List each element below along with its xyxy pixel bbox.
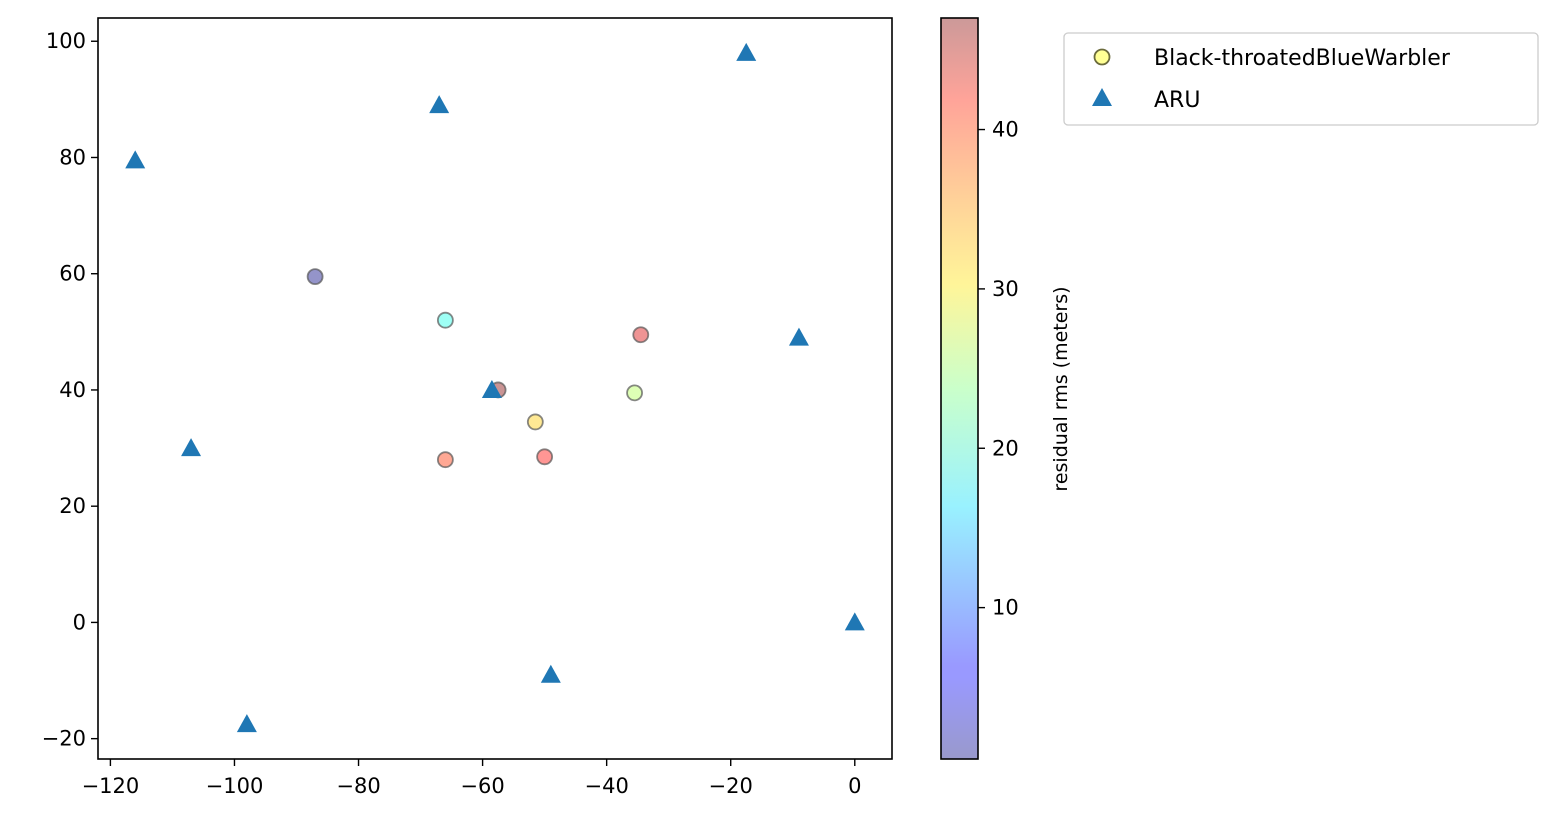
data-points	[125, 42, 865, 733]
y-tick-label: 80	[59, 145, 86, 169]
x-tick-label: −100	[206, 774, 264, 798]
colorbar-ticks: 10 20 30 40	[978, 118, 1019, 620]
colorbar-label: residual rms (meters)	[1050, 286, 1072, 491]
x-axis: −120 −100 −80 −60 −40 −20 0	[82, 759, 861, 798]
colorbar-tick-label: 20	[992, 436, 1019, 460]
aru-point	[181, 438, 202, 457]
colorbar-tick-label: 30	[992, 277, 1019, 301]
aru-point	[125, 150, 146, 169]
x-tick-label: −60	[460, 774, 504, 798]
legend-marker-aru	[1092, 88, 1112, 106]
x-tick-label: −120	[82, 774, 140, 798]
aru-point	[736, 42, 757, 61]
aru-point	[429, 95, 450, 114]
aru-point	[481, 379, 502, 398]
colorbar-tick-label: 10	[992, 596, 1019, 620]
x-tick-label: 0	[848, 774, 861, 798]
aru-point	[788, 327, 809, 346]
aru-point	[844, 612, 865, 631]
aru-point	[540, 664, 561, 683]
legend: Black-throatedBlueWarbler ARU	[1063, 32, 1539, 126]
x-tick-label: −40	[584, 774, 628, 798]
colorbar-gradient	[941, 18, 978, 759]
x-tick-label: −80	[336, 774, 380, 798]
plot-frame	[97, 17, 893, 760]
colorbar-frame	[940, 17, 979, 760]
legend-label-aru: ARU	[1154, 88, 1200, 113]
x-tick-label: −20	[709, 774, 753, 798]
y-tick-label: −20	[42, 727, 86, 751]
aru-point	[236, 714, 257, 733]
y-tick-label: 40	[59, 378, 86, 402]
legend-box	[1063, 32, 1539, 126]
warbler-point	[306, 268, 324, 286]
warbler-point	[536, 448, 554, 466]
colorbar: 10 20 30 40 residual rms (meters)	[940, 17, 1072, 760]
colorbar-tick-label: 40	[992, 118, 1019, 142]
y-tick-label: 60	[59, 262, 86, 286]
legend-marker-warbler	[1093, 48, 1111, 66]
y-tick-label: 20	[59, 494, 86, 518]
y-axis: −20 0 20 40 60 80 100	[42, 29, 98, 751]
warbler-point	[632, 326, 650, 344]
warbler-point	[436, 311, 454, 329]
y-tick-label: 0	[73, 610, 86, 634]
y-tick-label: 100	[46, 29, 86, 53]
warbler-point	[526, 413, 544, 431]
legend-label-warbler: Black-throatedBlueWarbler	[1154, 46, 1451, 71]
warbler-point	[626, 384, 643, 402]
warbler-point	[436, 451, 454, 469]
